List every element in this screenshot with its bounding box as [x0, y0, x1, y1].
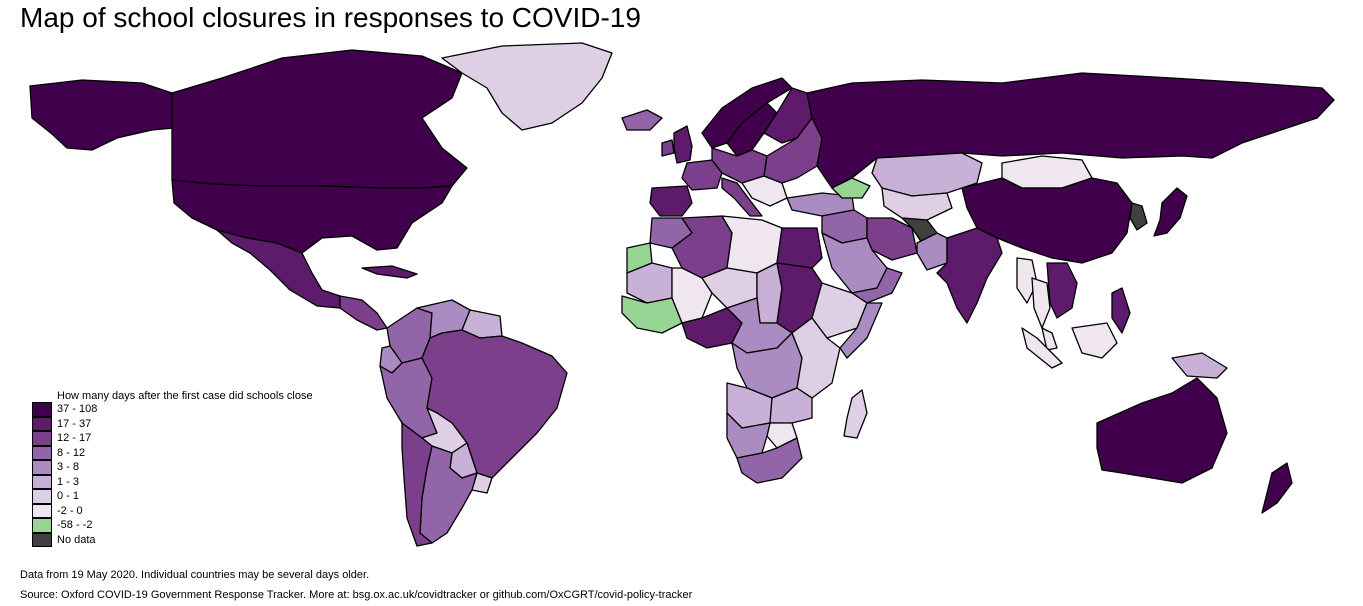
region-canada[interactable]: [171, 49, 468, 189]
region-korea[interactable]: [1129, 202, 1148, 231]
legend-swatch: [32, 416, 52, 431]
legend-item: 0 - 1: [32, 489, 172, 504]
region-cuba[interactable]: [361, 265, 418, 279]
region-uk[interactable]: [673, 125, 693, 164]
region-iberia[interactable]: [649, 185, 693, 217]
region-norway[interactable]: [701, 77, 793, 149]
legend-label: 0 - 1: [57, 490, 80, 502]
region-central-asia[interactable]: [881, 187, 953, 221]
region-caucasus[interactable]: [831, 177, 871, 199]
world-map: [22, 38, 1338, 548]
source-note: Source: Oxford COVID-19 Government Respo…: [20, 589, 693, 601]
legend-label: No data: [57, 533, 96, 546]
page-title: Map of school closures in responses to C…: [20, 2, 641, 33]
region-new-zealand[interactable]: [1261, 462, 1293, 514]
region-west-africa[interactable]: [621, 295, 683, 334]
region-ireland[interactable]: [661, 139, 675, 157]
legend-item: -58 - -2: [32, 518, 172, 533]
region-india[interactable]: [936, 227, 1003, 324]
legend-swatch: [32, 474, 52, 489]
region-egypt[interactable]: [776, 227, 823, 269]
region-malaysia[interactable]: [1041, 327, 1058, 351]
region-thailand[interactable]: [1031, 277, 1051, 329]
region-new-guinea[interactable]: [1171, 352, 1228, 379]
legend-item: No data: [32, 532, 172, 547]
legend-item: 12 - 17: [32, 431, 172, 446]
region-chile[interactable]: [401, 422, 433, 547]
legend-swatch: [32, 503, 52, 518]
region-australia[interactable]: [1096, 377, 1228, 484]
legend-label: -58 - -2: [57, 519, 93, 531]
region-myanmar[interactable]: [1016, 257, 1038, 304]
legend-item: 3 - 8: [32, 460, 172, 475]
legend-swatch: [32, 518, 52, 533]
legend-item: 37 - 108: [32, 402, 172, 417]
world-map-svg: [29, 42, 1335, 547]
legend-swatch: [32, 445, 52, 460]
region-italy[interactable]: [721, 177, 763, 217]
region-somalia[interactable]: [839, 302, 883, 359]
region-philippines[interactable]: [1111, 287, 1131, 334]
region-russia[interactable]: [806, 72, 1335, 189]
region-indochina[interactable]: [1046, 262, 1078, 319]
legend-list: 37 - 108 17 - 37 12 - 17 8 - 12 3 - 8 1 - 3 0 …: [32, 402, 172, 547]
region-south-africa[interactable]: [736, 437, 803, 484]
legend-label: 1 - 3: [57, 475, 80, 488]
region-japan[interactable]: [1153, 187, 1188, 237]
legend-label: -2 - 0: [57, 504, 83, 517]
region-iceland[interactable]: [621, 109, 663, 131]
legend-swatch: [32, 431, 52, 446]
region-kenya-tanzania[interactable]: [791, 317, 841, 399]
legend-swatch: [32, 489, 52, 504]
legend-item: 1 - 3: [32, 474, 172, 489]
legend-label: 3 - 8: [57, 461, 80, 473]
legend-swatch: [32, 532, 52, 547]
region-usa[interactable]: [171, 179, 453, 254]
region-alaska[interactable]: [29, 79, 175, 151]
legend-label: 8 - 12: [57, 446, 86, 459]
region-madagascar[interactable]: [843, 389, 868, 439]
legend-item: 8 - 12: [32, 445, 172, 460]
legend-label: 17 - 37: [57, 417, 92, 430]
data-note: Data from 19 May 2020. Individual countr…: [20, 569, 370, 581]
legend-label: 12 - 17: [57, 432, 92, 444]
region-namibia-botswana[interactable]: [726, 412, 771, 459]
legend-item: -2 - 0: [32, 503, 172, 518]
region-borneo[interactable]: [1071, 322, 1118, 359]
legend-swatch: [32, 402, 52, 417]
legend-title: How many days after the first case did s…: [57, 390, 313, 402]
legend-swatch: [32, 460, 52, 475]
legend-label: 37 - 108: [57, 403, 98, 415]
region-greenland[interactable]: [441, 42, 613, 131]
region-central-america[interactable]: [339, 295, 388, 331]
legend-item: 17 - 37: [32, 416, 172, 431]
region-sumatra[interactable]: [1021, 327, 1063, 369]
